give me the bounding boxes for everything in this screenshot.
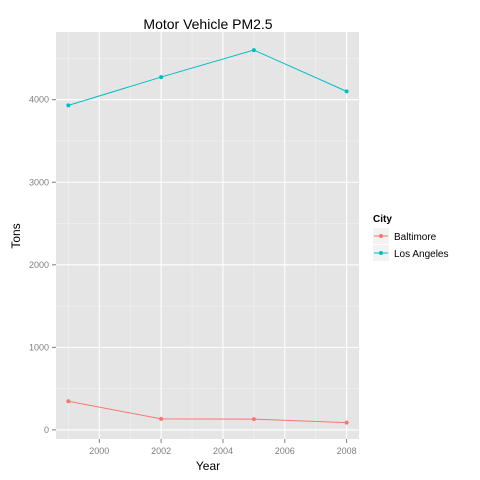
legend-label-los-angeles: Los Angeles xyxy=(394,249,449,260)
x-axis: 2000 2002 2004 2006 2008 xyxy=(89,439,357,456)
series-line-los-angeles xyxy=(68,49,347,106)
legend-label-baltimore: Baltimore xyxy=(394,232,437,243)
data-point-baltimore xyxy=(251,417,256,422)
grid-major xyxy=(56,32,359,439)
y-tick-label: 0 xyxy=(44,425,49,435)
y-tick-label: 4000 xyxy=(29,95,49,105)
plot-panel xyxy=(56,32,359,439)
x-tick-label: 2006 xyxy=(275,446,295,456)
legend: City Baltimore Los Angeles xyxy=(373,214,449,261)
y-axis: 0 1000 2000 3000 4000 xyxy=(29,95,56,435)
y-tick-label: 1000 xyxy=(29,342,49,352)
legend-key-point-los-angeles xyxy=(379,251,383,255)
series-layer xyxy=(66,48,349,425)
chart-title: Motor Vehicle PM2.5 xyxy=(143,16,272,32)
y-tick-label: 2000 xyxy=(29,260,49,270)
data-point-baltimore xyxy=(159,416,164,421)
legend-title: City xyxy=(373,214,392,225)
x-tick-label: 2002 xyxy=(151,446,171,456)
x-tick-label: 2008 xyxy=(337,446,357,456)
x-tick-label: 2000 xyxy=(89,446,109,456)
data-point-baltimore xyxy=(66,399,71,404)
y-axis-title: Tons xyxy=(9,223,23,248)
series-line-baltimore xyxy=(68,400,347,424)
y-tick-label: 3000 xyxy=(29,177,49,187)
x-axis-title: Year xyxy=(196,459,220,473)
data-point-los-angeles xyxy=(159,75,164,80)
data-point-los-angeles xyxy=(66,103,71,108)
data-point-los-angeles xyxy=(251,48,256,53)
data-point-los-angeles xyxy=(344,89,349,94)
legend-key-point-baltimore xyxy=(379,234,383,238)
data-point-baltimore xyxy=(344,420,349,425)
x-tick-label: 2004 xyxy=(213,446,233,456)
